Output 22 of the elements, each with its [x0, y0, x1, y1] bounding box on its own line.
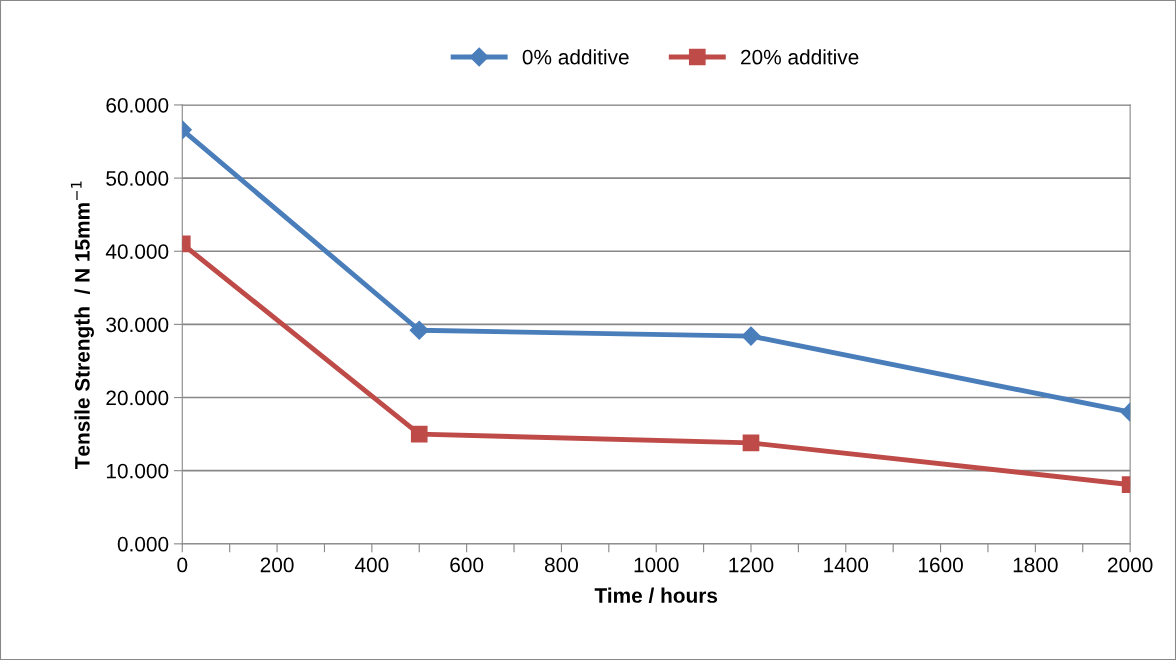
- y-tick-label: 50.000: [106, 171, 169, 186]
- legend-label: 20% additive: [741, 49, 859, 65]
- y-tick-label: 10.000: [106, 463, 169, 479]
- x-tick-label: 1000: [634, 557, 679, 573]
- x-tick-label: 1600: [918, 557, 963, 573]
- legend-label: 0% additive: [522, 49, 629, 65]
- x-tick-label: 600: [450, 557, 484, 573]
- x-tick-label: 200: [260, 557, 294, 573]
- y-tick-label: 40.000: [105, 244, 169, 259]
- x-tick-label: 1400: [824, 557, 869, 573]
- y-axis-title: Tensile Strength / N 15mm$^{−1}$: [70, 181, 94, 470]
- y-tick-label: 0.000: [117, 536, 169, 552]
- x-axis-title: Time / hours: [594, 587, 718, 604]
- y-tick-label: 60.000: [106, 97, 169, 113]
- x-tick-label: 0: [177, 557, 188, 573]
- x-tick-label: 1200: [729, 557, 774, 573]
- y-tick-label: 20.000: [106, 390, 169, 406]
- x-tick-label: 800: [544, 557, 578, 573]
- x-tick-label: 1800: [1013, 557, 1058, 573]
- x-tick-label: 400: [354, 557, 389, 573]
- x-tick-label: 2000: [1108, 557, 1153, 573]
- y-tick-label: 30.000: [106, 317, 169, 333]
